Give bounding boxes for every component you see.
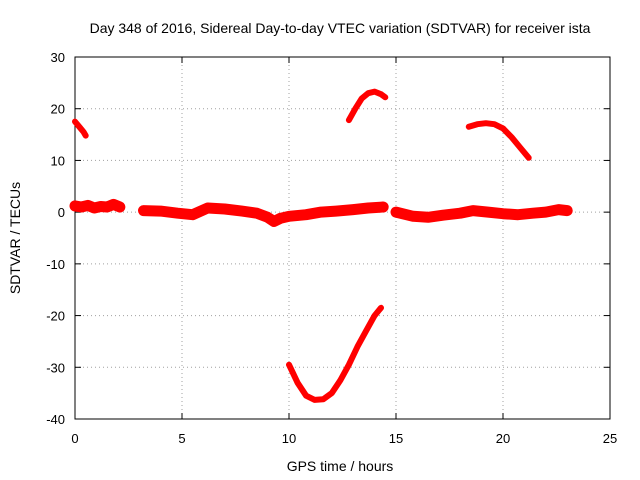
y-tick-label: -30 xyxy=(46,360,65,375)
data-series xyxy=(69,88,573,403)
x-tick-label: 0 xyxy=(71,431,78,446)
y-tick-label: 30 xyxy=(51,50,65,65)
series-baseline-3 xyxy=(390,204,573,223)
y-tick-label: 20 xyxy=(51,102,65,117)
x-tick-label: 20 xyxy=(496,431,510,446)
grid xyxy=(75,57,610,419)
y-tick-label: -40 xyxy=(46,412,65,427)
y-tick-label: -10 xyxy=(46,257,65,272)
x-tick-label: 10 xyxy=(282,431,296,446)
y-tick-label: -20 xyxy=(46,309,65,324)
x-tick-label: 15 xyxy=(389,431,403,446)
plot-frame xyxy=(74,56,611,420)
x-tick-label: 5 xyxy=(178,431,185,446)
series-arc-high-1 xyxy=(345,88,389,124)
chart-title: Day 348 of 2016, Sidereal Day-to-day VTE… xyxy=(90,20,591,36)
series-arc-early xyxy=(72,118,89,139)
y-tick-label: 10 xyxy=(51,153,65,168)
x-tick-label: 25 xyxy=(603,431,617,446)
x-axis-label: GPS time / hours xyxy=(287,458,394,474)
series-baseline-1 xyxy=(69,198,126,214)
y-tick-label: 0 xyxy=(58,205,65,220)
series-baseline-2 xyxy=(138,201,389,227)
axis-ticks: 0 5 10 15 20 25 -40 -30 -20 -10 0 10 20 30 xyxy=(46,50,617,446)
y-axis-label: SDTVAR / TECUs xyxy=(7,182,23,294)
series-arc-low xyxy=(286,304,384,403)
series-arc-high-2 xyxy=(465,120,532,161)
